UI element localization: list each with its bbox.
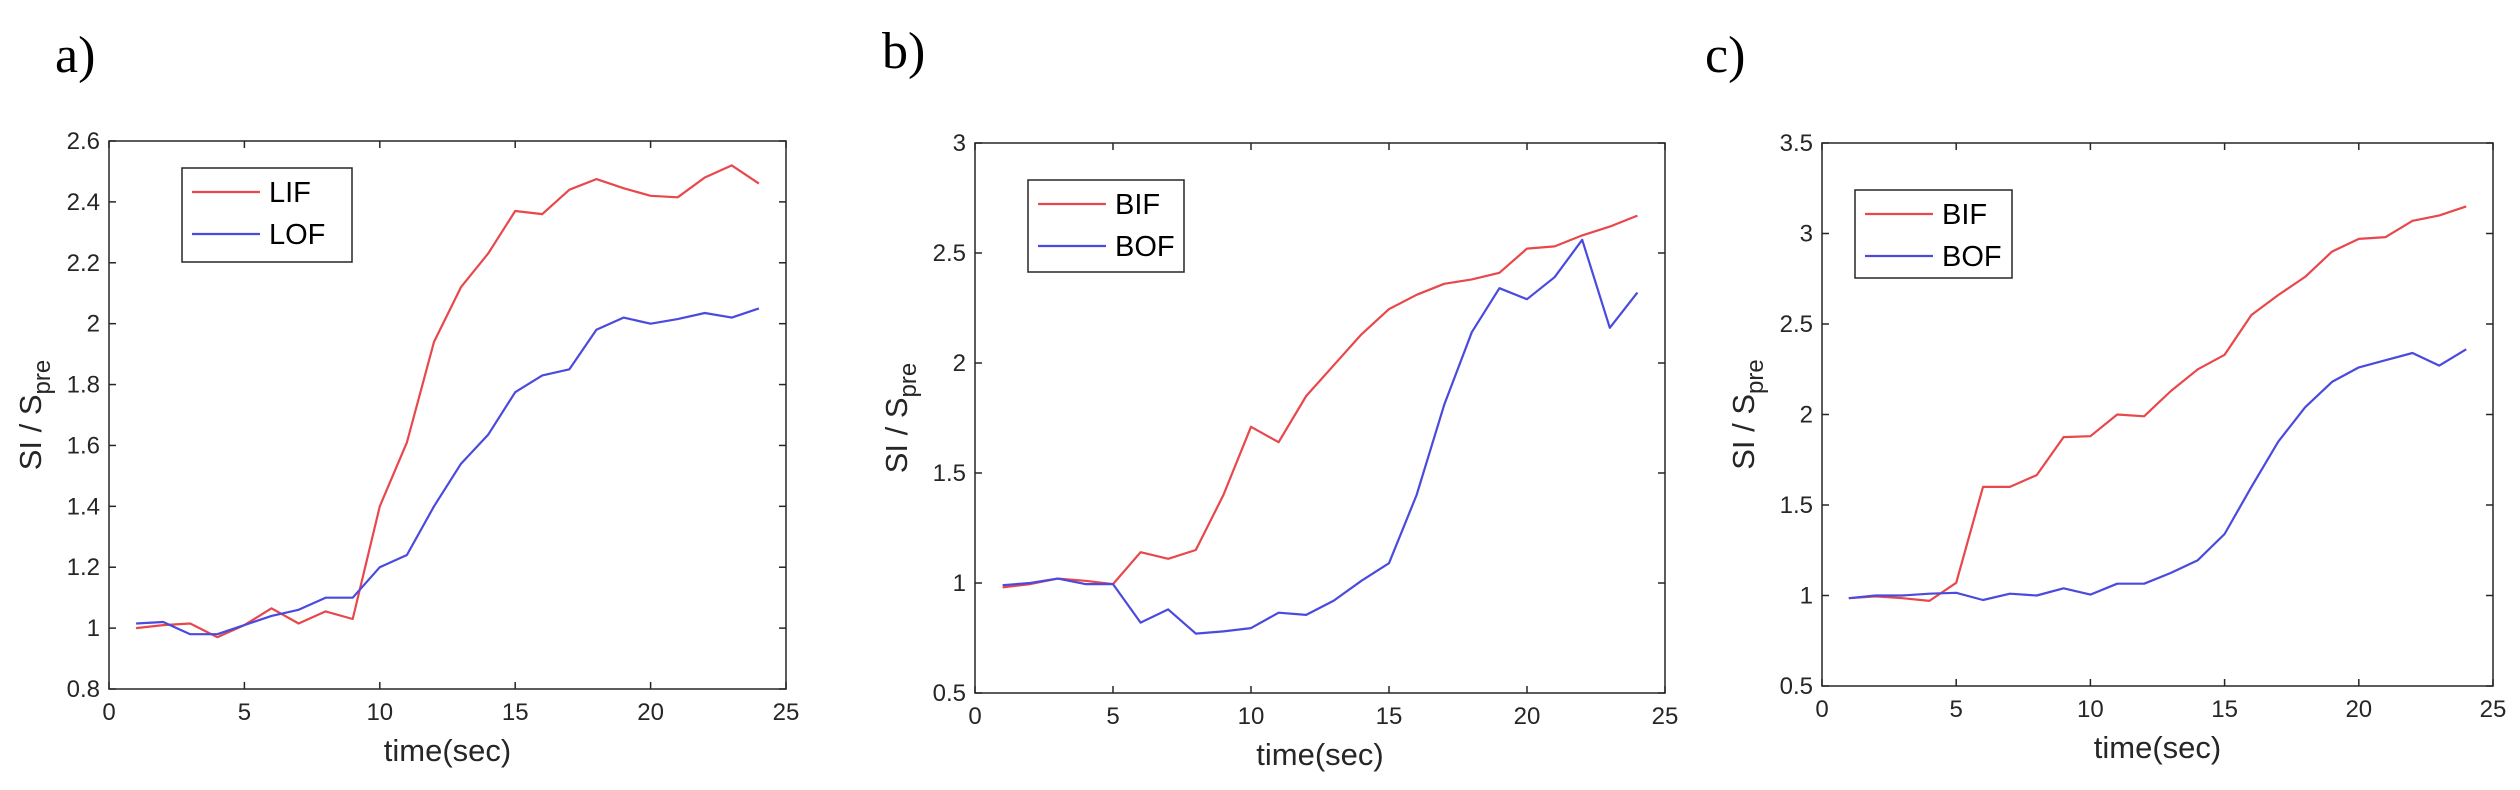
- chart-2-panel-label: b): [882, 23, 925, 80]
- chart-1-ytick-label: 1.6: [67, 432, 100, 459]
- chart-3-ytick-label: 3: [1800, 221, 1813, 248]
- chart-3: c) 0 5 10 15 20 25 0.5 1 1.5 2 2.5 3 3.5 time(sec) SI /…: [1705, 27, 2506, 765]
- chart-2-ytick-label: 2.5: [933, 240, 966, 267]
- chart-2: b) 0 5 10 15 20 25 0.5 1 1.5 2 2.5 3 time(sec) SI / Sp…: [879, 23, 1678, 772]
- chart-3-legend: BIF BOF: [1854, 189, 2013, 279]
- chart-1-ylabel-subscript: pre: [29, 360, 56, 395]
- chart-3-panel-label: c): [1705, 27, 1745, 84]
- chart-2-legend: BIF BOF: [1027, 179, 1185, 273]
- chart-1-ytick-label: 2.2: [67, 250, 100, 277]
- chart-2-ylabel-subscript: pre: [895, 363, 922, 398]
- chart-2-xtick-label: 5: [1106, 703, 1119, 730]
- chart-3-ytick-label: 2: [1800, 402, 1813, 429]
- chart-2-xlabel: time(sec): [1256, 737, 1383, 772]
- chart-3-xtick-label: 5: [1950, 696, 1963, 723]
- chart-1-xtick-label: 15: [502, 699, 529, 726]
- chart-2-ytick-label: 1: [953, 570, 966, 597]
- chart-3-series-bof-line: [1848, 348, 2467, 602]
- chart-1-xtick-label: 25: [773, 699, 800, 726]
- chart-1-ytick-label: 1.8: [67, 372, 100, 399]
- chart-1-legend-label-lof: LOF: [269, 219, 325, 251]
- chart-3-legend-label-bif: BIF: [1942, 199, 1987, 231]
- chart-3-legend-label-bof: BOF: [1942, 241, 2002, 273]
- chart-1-ytick-label: 2: [87, 311, 100, 338]
- chart-1: a) 0 5 10 15 20 25 0.8 1 1.2 1.4 1.6 1.8 2 2.2 2.4 2.6 ti…: [13, 27, 799, 768]
- chart-2-ytick-label: 2: [953, 350, 966, 377]
- chart-2-legend-label-bof: BOF: [1115, 231, 1175, 263]
- chart-3-ytick-label: 2.5: [1780, 311, 1813, 338]
- chart-1-panel-label: a): [55, 27, 95, 84]
- chart-3-xtick-label: 25: [2480, 696, 2507, 723]
- chart-3-xtick-label: 0: [1815, 696, 1828, 723]
- chart-1-ytick-label: 1.4: [67, 493, 100, 520]
- chart-3-xtick-label: 20: [2345, 696, 2372, 723]
- chart-1-legend-box: [181, 167, 353, 263]
- chart-1-ytick-label: 2.6: [67, 128, 100, 155]
- chart-1-xtick-label: 10: [366, 699, 393, 726]
- chart-1-legend-label-lif: LIF: [269, 177, 311, 209]
- chart-1-ytick-label: 1.2: [67, 554, 100, 581]
- chart-2-xtick-label: 0: [968, 703, 981, 730]
- chart-3-ylabel-main: SI / S: [1726, 394, 1761, 470]
- chart-1-ytick-label: 2.4: [67, 189, 100, 216]
- chart-2-ytick-label: 1.5: [933, 460, 966, 487]
- chart-1-ylabel: SI / Spre: [13, 360, 56, 471]
- chart-1-ylabel-main: SI / S: [13, 394, 48, 470]
- chart-1-xlabel: time(sec): [384, 733, 511, 768]
- chart-3-xtick-label: 15: [2211, 696, 2238, 723]
- chart-2-xtick-label: 20: [1514, 703, 1541, 730]
- chart-2-ylabel: SI / Spre: [879, 363, 922, 474]
- chart-3-ylabel: SI / Spre: [1726, 359, 1769, 470]
- chart-1-xtick-label: 5: [238, 699, 251, 726]
- chart-1-ytick-label: 1: [87, 615, 100, 642]
- chart-3-ytick-label: 1.5: [1780, 492, 1813, 519]
- chart-3-ylabel-subscript: pre: [1742, 359, 1769, 394]
- chart-1-series-lof-line: [136, 307, 760, 636]
- chart-1-legend: LIF LOF: [181, 167, 353, 263]
- chart-2-xtick-label: 15: [1376, 703, 1403, 730]
- chart-3-xlabel: time(sec): [2094, 730, 2221, 765]
- chart-1-ytick-label: 0.8: [67, 676, 100, 703]
- chart-2-series-bof-line: [1002, 238, 1639, 635]
- chart-3-ytick-label: 0.5: [1780, 673, 1813, 700]
- chart-3-ytick-label: 3.5: [1780, 130, 1813, 157]
- chart-3-legend-box: [1854, 189, 2013, 279]
- chart-2-xtick-label: 25: [1652, 703, 1679, 730]
- chart-3-series-bif-line: [1848, 205, 2467, 603]
- chart-3-xtick-label: 10: [2077, 696, 2104, 723]
- chart-2-legend-label-bif: BIF: [1115, 189, 1160, 221]
- chart-3-ytick-label: 1: [1800, 583, 1813, 610]
- chart-1-xtick-label: 20: [637, 699, 664, 726]
- chart-2-legend-box: [1027, 179, 1185, 273]
- chart-2-xtick-label: 10: [1238, 703, 1265, 730]
- chart-2-ylabel-main: SI / S: [879, 397, 914, 473]
- chart-2-ytick-label: 0.5: [933, 680, 966, 707]
- chart-2-ytick-label: 3: [953, 130, 966, 157]
- chart-1-xtick-label: 0: [102, 699, 115, 726]
